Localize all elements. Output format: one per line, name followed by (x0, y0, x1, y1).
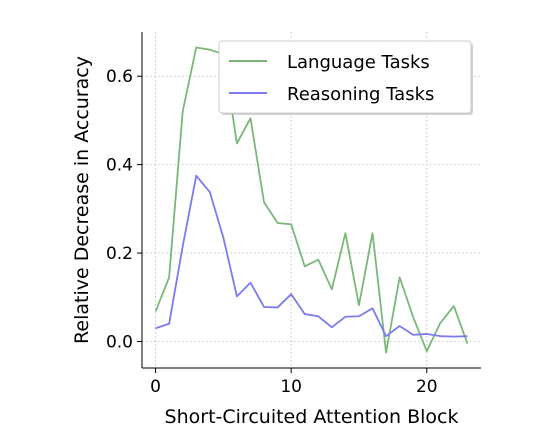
legend: Language Tasks Reasoning Tasks (218, 40, 473, 115)
x-tick-label: 0 (150, 377, 161, 397)
series-lines (154, 46, 469, 354)
y-tick-label: 0.4 (106, 156, 133, 176)
x-tick-label: 20 (416, 377, 438, 397)
x-axis-label: Short-Circuited Attention Block (165, 406, 459, 428)
legend-label-2: Reasoning Tasks (287, 84, 434, 105)
series-line-2 (155, 174, 468, 338)
y-tick-label: 0.2 (106, 244, 133, 264)
y-axis-label: Relative Decrease in Accuracy (71, 56, 93, 344)
y-tick-label: 0.0 (106, 332, 133, 352)
y-tick-label: 0.6 (106, 67, 133, 87)
axes (137, 32, 481, 373)
legend-box (218, 40, 472, 114)
x-tick-label: 10 (280, 377, 302, 397)
tick-labels: 0 10 20 0.0 0.2 0.4 0.6 (106, 67, 438, 397)
series-line-1 (154, 46, 469, 354)
legend-label-1: Language Tasks (287, 52, 430, 73)
